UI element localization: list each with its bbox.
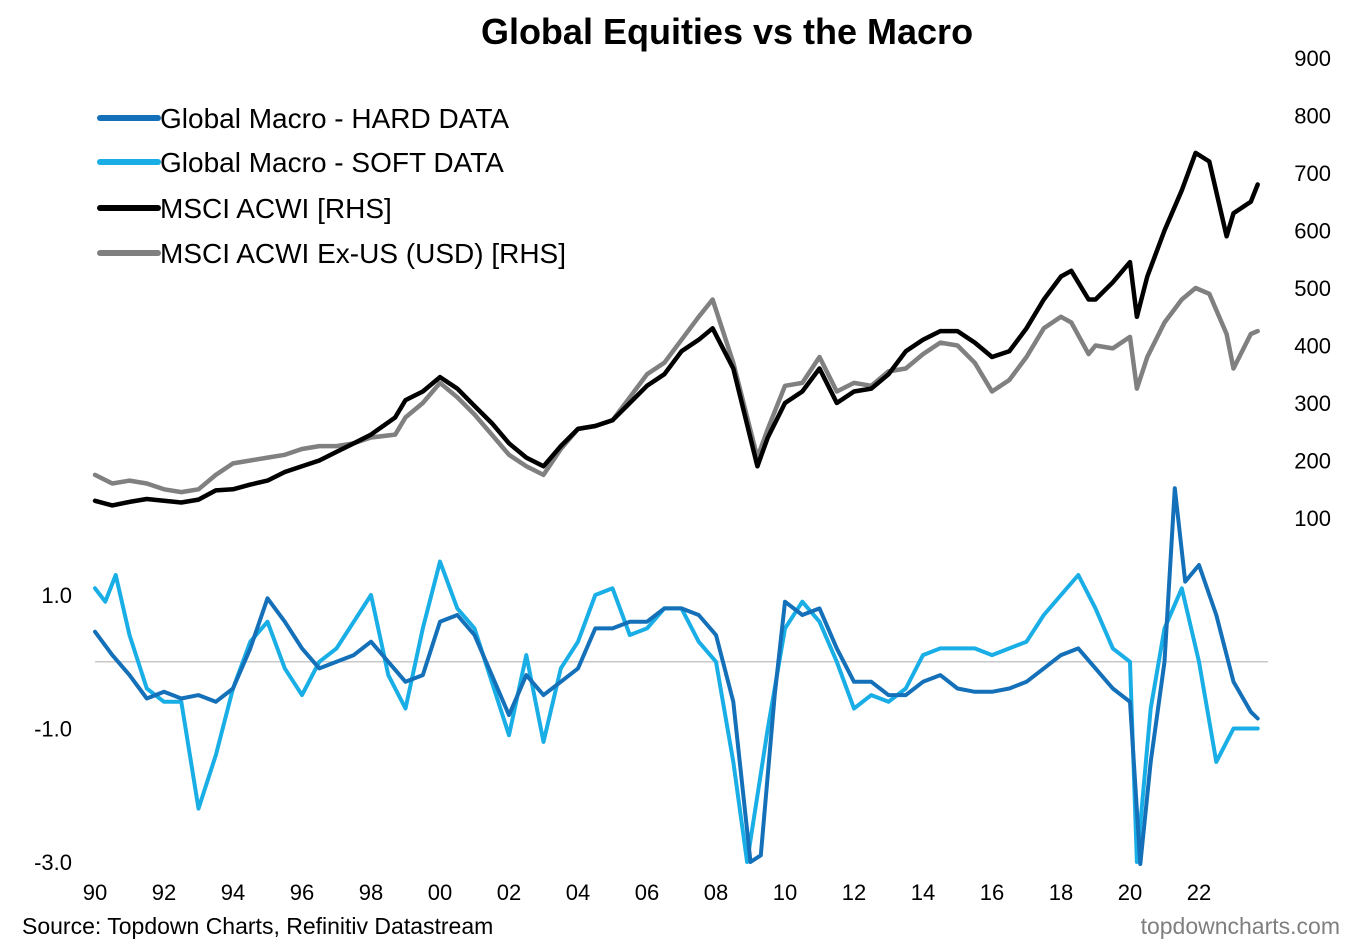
right-tick-label: 200 <box>1294 449 1331 474</box>
legend-item-soft: Global Macro - SOFT DATA <box>97 147 504 178</box>
right-tick-label: 300 <box>1294 391 1331 416</box>
chart-title: Global Equities vs the Macro <box>481 11 973 52</box>
x-tick-label: 94 <box>221 880 245 905</box>
legend-item-acwi: MSCI ACWI [RHS] <box>97 193 392 224</box>
x-axis-ticks: 90 92 94 96 98 00 02 04 06 08 10 12 14 16 18 20 22 <box>83 880 1211 905</box>
legend: Global Macro - HARD DATA Global Macro - … <box>97 103 566 269</box>
series-line-exus <box>92 285 1260 495</box>
legend-label-acwi: MSCI ACWI [RHS] <box>160 193 392 224</box>
x-tick-label: 92 <box>152 880 176 905</box>
right-tick-label: 500 <box>1294 276 1331 301</box>
x-tick-label: 18 <box>1049 880 1073 905</box>
brand-label: topdowncharts.com <box>1141 913 1340 939</box>
legend-label-exus: MSCI ACWI Ex-US (USD) [RHS] <box>160 238 566 269</box>
x-tick-label: 90 <box>83 880 107 905</box>
x-tick-label: 98 <box>359 880 383 905</box>
right-tick-label: 700 <box>1294 161 1331 186</box>
series-line-hard <box>93 486 1260 866</box>
x-tick-label: 02 <box>497 880 521 905</box>
x-tick-label: 00 <box>428 880 452 905</box>
right-tick-label: 100 <box>1294 506 1331 531</box>
right-tick-label: 600 <box>1294 219 1331 244</box>
source-note: Source: Topdown Charts, Refinitiv Datast… <box>22 913 493 939</box>
right-tick-label: 800 <box>1294 104 1331 129</box>
series-layer <box>92 150 1260 866</box>
x-tick-label: 20 <box>1118 880 1142 905</box>
x-tick-label: 08 <box>704 880 728 905</box>
right-tick-label: 400 <box>1294 334 1331 359</box>
x-tick-label: 16 <box>980 880 1004 905</box>
x-tick-label: 22 <box>1187 880 1211 905</box>
x-tick-label: 04 <box>566 880 590 905</box>
x-tick-label: 12 <box>842 880 866 905</box>
series-line-acwi <box>92 150 1260 508</box>
legend-label-soft: Global Macro - SOFT DATA <box>160 147 504 178</box>
legend-item-hard: Global Macro - HARD DATA <box>97 103 509 134</box>
right-tick-label: 900 <box>1294 46 1331 71</box>
x-tick-label: 10 <box>773 880 797 905</box>
x-tick-label: 06 <box>635 880 659 905</box>
legend-label-hard: Global Macro - HARD DATA <box>160 103 509 134</box>
x-tick-label: 96 <box>290 880 314 905</box>
x-tick-label: 14 <box>911 880 935 905</box>
right-axis-ticks: 100 200 300 400 500 600 700 800 900 <box>1294 46 1331 531</box>
legend-item-exus: MSCI ACWI Ex-US (USD) [RHS] <box>97 238 566 269</box>
left-tick-label: -3.0 <box>34 850 72 875</box>
left-tick-label: -1.0 <box>34 717 72 742</box>
left-axis-ticks: 1.0 -1.0 -3.0 <box>34 583 72 875</box>
left-tick-label: 1.0 <box>41 583 72 608</box>
